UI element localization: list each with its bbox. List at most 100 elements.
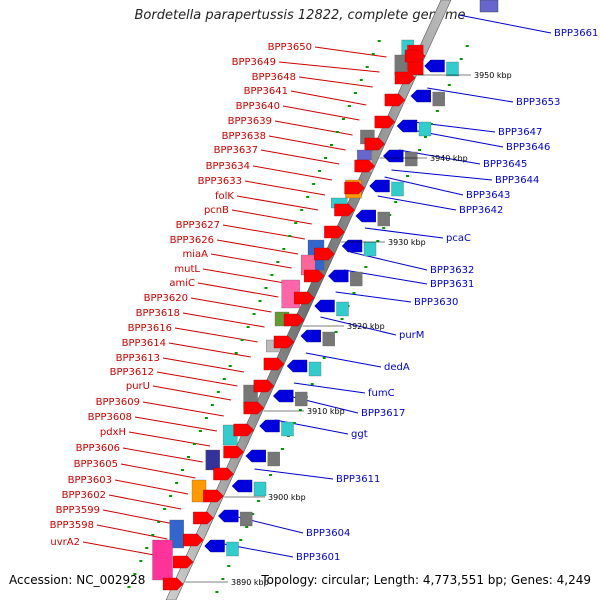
tick-dot	[371, 53, 375, 55]
leader-line-pcnB	[231, 209, 312, 225]
leader-line-BPP3638	[268, 135, 346, 151]
leader-line-folK	[236, 195, 319, 211]
gene-block	[350, 271, 363, 287]
leader-line-BPP3602	[108, 494, 182, 510]
gene-arrow-reverse	[382, 149, 404, 163]
gene-arrow-reverse	[355, 209, 376, 223]
gene-arrow-forward	[233, 423, 254, 437]
gene-arrow-reverse	[300, 329, 321, 343]
gene-arrow-reverse	[231, 479, 253, 493]
leader-line-BPP3599	[102, 509, 175, 525]
gene-label-BPP3639: BPP3639	[228, 116, 272, 127]
gene-label-BPP3650: BPP3650	[268, 42, 312, 53]
gene-arrow-forward	[344, 181, 365, 195]
gene-label-BPP3632: BPP3632	[430, 265, 474, 276]
gene-label-BPP3602: BPP3602	[62, 490, 106, 501]
tick-dot	[239, 539, 243, 541]
tick-dot	[334, 331, 338, 333]
leader-line-BPP3614	[168, 342, 251, 358]
gene-label-BPP3642: BPP3642	[459, 205, 503, 216]
tick-dot	[270, 274, 274, 276]
leader-line-pdxH	[128, 431, 211, 447]
gene-arrow-forward	[293, 291, 315, 305]
gene-label-fumC: fumC	[368, 388, 395, 399]
tick-dot	[294, 222, 298, 224]
gene-block	[308, 361, 322, 377]
tick-dot	[157, 521, 161, 523]
leader-line-BPP3653	[427, 87, 514, 103]
gene-arrow-forward	[183, 533, 204, 547]
tick-dot	[423, 136, 427, 138]
tick-dot	[240, 339, 244, 341]
tick-dot	[127, 586, 131, 588]
leader-line-BPP3620	[190, 297, 272, 313]
tick-dot	[352, 292, 356, 294]
gene-arrow-reverse	[410, 89, 431, 103]
tick-dot	[257, 500, 261, 502]
gene-arrow-reverse	[369, 179, 390, 193]
gene-arrow-forward	[283, 313, 305, 327]
leader-line-BPP3606	[122, 447, 203, 463]
tick-dot	[335, 131, 339, 133]
gene-label-BPP3630: BPP3630	[414, 297, 458, 308]
leader-line-BPP3609	[142, 401, 224, 417]
tick-dot	[347, 105, 351, 107]
tick-dot	[145, 547, 149, 549]
tick-dot	[353, 92, 357, 94]
kbp-label-0: 3950 kbp	[474, 71, 512, 80]
leader-line-BPP3627	[222, 224, 305, 240]
tick-dot	[300, 209, 304, 211]
gene-arrow-reverse	[327, 269, 349, 283]
tick-dot	[359, 79, 363, 81]
gene-label-pcnB: pcnB	[204, 205, 229, 216]
gene-label-BPP3648: BPP3648	[252, 72, 296, 83]
genome-summary: Topology: circular; Length: 4,773,551 bp…	[261, 573, 591, 587]
tick-dot	[312, 183, 316, 185]
tick-dot	[187, 456, 191, 458]
gene-arrow-forward	[193, 511, 214, 525]
gene-label-folK: folK	[215, 191, 234, 202]
tick-dot	[163, 508, 167, 510]
gene-arrow-forward	[172, 555, 194, 569]
tick-dot	[264, 287, 268, 289]
leader-line-mutL	[202, 268, 285, 284]
tick-dot	[215, 591, 219, 593]
leader-line-BPP3613	[162, 357, 245, 373]
tick-dot	[298, 409, 302, 411]
leader-line-fumC	[293, 382, 366, 394]
gene-label-BPP3640: BPP3640	[236, 101, 280, 112]
gene-label-BPP3601: BPP3601	[296, 552, 340, 563]
gene-label-BPP3605: BPP3605	[74, 459, 118, 470]
gene-label-BPP3606: BPP3606	[76, 443, 120, 454]
leader-line-pcaC	[364, 227, 444, 239]
gene-block	[152, 539, 173, 581]
gene-arrow-forward	[213, 467, 234, 481]
tick-dot	[340, 318, 344, 320]
leader-line-BPP3648	[298, 76, 373, 88]
leader-line-BPP3608	[134, 416, 217, 432]
gene-label-BPP3613: BPP3613	[116, 353, 160, 364]
gene-block	[363, 241, 377, 257]
gene-arrow-forward	[394, 71, 416, 85]
tick-dot	[280, 448, 284, 450]
gene-arrow-forward	[354, 159, 375, 173]
tick-dot	[324, 157, 328, 159]
gene-label-BPP3609: BPP3609	[96, 397, 140, 408]
tick-dot	[292, 422, 296, 424]
gene-arrow-reverse	[341, 239, 363, 253]
tick-dot	[234, 352, 238, 354]
gene-label-BPP3638: BPP3638	[222, 131, 266, 142]
gene-label-pcaC: pcaC	[446, 233, 471, 244]
gene-block	[267, 451, 280, 467]
gene-block	[377, 211, 390, 227]
gene-block	[405, 151, 418, 167]
gene-block	[253, 481, 267, 497]
leader-line-amiC	[197, 282, 279, 298]
kbp-label-3: 3920 kbp	[347, 322, 385, 331]
leader-line-purM	[320, 316, 397, 336]
gene-label-BPP3645: BPP3645	[483, 159, 527, 170]
gene-arrow-forward	[374, 115, 396, 129]
gene-label-BPP3643: BPP3643	[466, 190, 510, 201]
tick-dot	[318, 170, 322, 172]
leader-line-BPP3626	[216, 239, 299, 255]
